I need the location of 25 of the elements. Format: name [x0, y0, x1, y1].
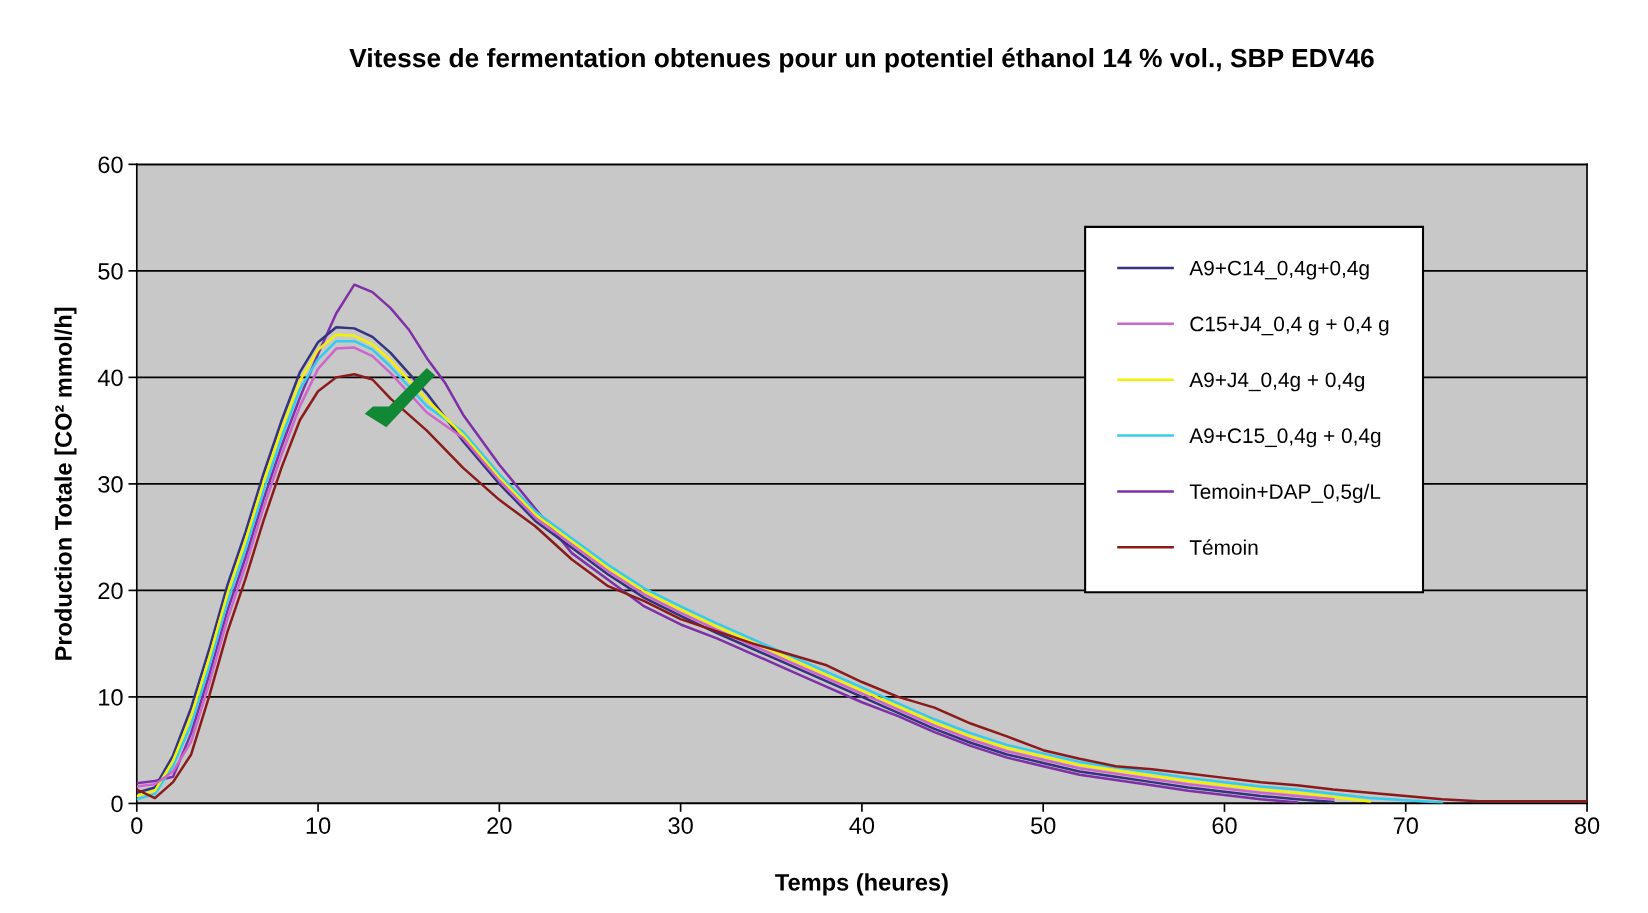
legend-label: Témoin	[1189, 539, 1258, 555]
legend-label: Temoin+DAP_0,5g/L	[1189, 483, 1381, 504]
x-tick-label: 0	[131, 817, 143, 834]
x-tick-label: 40	[849, 817, 875, 834]
y-tick-label: 60	[98, 156, 123, 174]
x-axis-title: Temps (heures)	[775, 873, 948, 896]
x-tick-label: 60	[1212, 817, 1237, 834]
y-tick-label: 20	[98, 582, 123, 600]
legend-label: A9+C15_0,4g + 0,4g	[1189, 428, 1381, 448]
chart-title: Vitesse de fermentation obtenues pour un potentiel éthanol 14 % vol., SBP EDV46	[349, 47, 1374, 73]
legend-label: A9+C14_0,4g+0,4g	[1189, 260, 1369, 280]
y-axis-title: Production Totale [CO² mmol/h]	[54, 307, 77, 660]
y-tick-label: 40	[97, 369, 123, 387]
x-tick-label: 20	[487, 817, 512, 834]
x-tick-label: 70	[1393, 817, 1418, 834]
x-tick-label: 10	[306, 817, 331, 834]
legend-label: C15+J4_0,4 g + 0,4 g	[1190, 316, 1389, 336]
x-tick-label: 80	[1574, 817, 1600, 834]
y-tick-label: 0	[111, 795, 123, 813]
y-tick-label: 50	[98, 262, 123, 280]
x-tick-label: 30	[668, 817, 693, 834]
legend-label: A9+J4_0,4g + 0,4g	[1189, 372, 1365, 392]
y-tick-label: 30	[98, 475, 123, 493]
y-tick-label: 10	[99, 688, 123, 706]
x-tick-label: 50	[1031, 817, 1056, 834]
